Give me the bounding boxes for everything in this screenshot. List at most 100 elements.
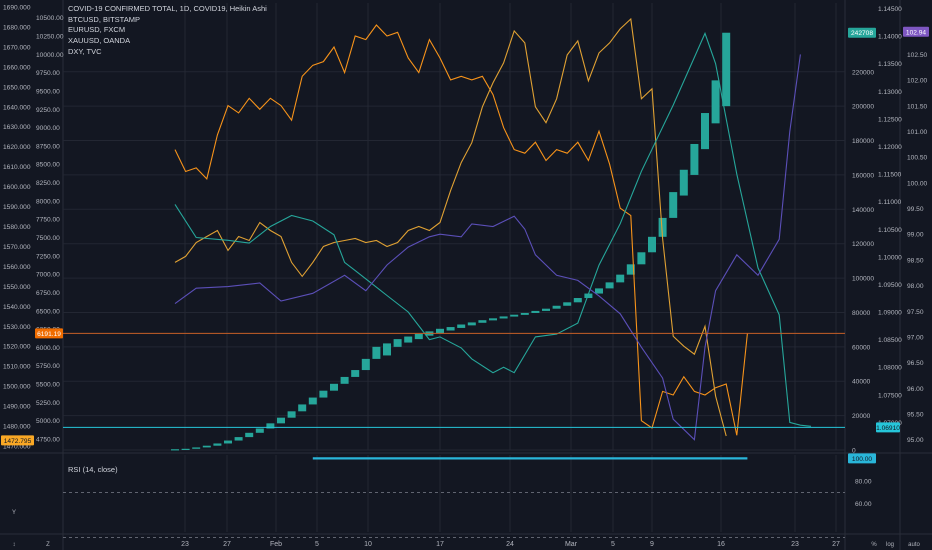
covid-candle <box>584 293 593 299</box>
dxy-axis-label: 99.50 <box>907 206 924 213</box>
btc-axis-label: 5000.00 <box>36 418 60 425</box>
eur-axis-label: 1.08500 <box>878 337 902 344</box>
x-tick-label: 27 <box>832 541 840 548</box>
x-tick-label: 5 <box>315 541 319 548</box>
x-tick-label: Mar <box>565 541 578 548</box>
btc-axis-label: 6000.00 <box>36 345 60 352</box>
covid-axis-label: 120000 <box>852 241 874 248</box>
x-tick-label: 27 <box>223 541 231 548</box>
covid-candle <box>436 328 444 334</box>
covid-candle <box>255 428 264 433</box>
y-icon: Y <box>12 510 16 516</box>
covid-candle <box>234 437 243 441</box>
covid-candle <box>658 217 667 237</box>
xau-axis-label: 1660.000 <box>3 64 31 71</box>
dxy-axis-label: 102.00 <box>907 78 928 85</box>
covid-candle <box>722 32 731 107</box>
eurusd-line <box>174 31 812 427</box>
xau-axis-label: 1680.000 <box>3 24 31 31</box>
covid-candle <box>595 288 603 294</box>
x-tick-label: 5 <box>611 541 615 548</box>
covid-axis-label: 40000 <box>852 379 871 386</box>
rsi-axis-label: 60.00 <box>855 501 872 508</box>
btc-axis-label: 8000.00 <box>36 198 60 205</box>
xau-axis-label: 1490.000 <box>3 404 31 411</box>
covid-candle <box>605 282 614 289</box>
dxy-line <box>174 54 801 441</box>
eur-axis-label: 1.09500 <box>878 282 902 289</box>
dxy-axis-label: 95.00 <box>907 437 924 444</box>
btc-axis-label: 9750.00 <box>36 70 60 77</box>
covid-candle <box>626 264 635 275</box>
covid-axis-label: 160000 <box>852 172 874 179</box>
rsi-axis-label: 80.00 <box>855 479 872 486</box>
dxy-axis-label: 100.50 <box>907 155 928 162</box>
dxy-last-marker-text: 102.94 <box>906 29 927 36</box>
covid-candle <box>690 143 699 175</box>
x-tick-label: 23 <box>791 541 799 548</box>
covid-candle <box>213 443 222 446</box>
btc-axis-label: 5250.00 <box>36 400 60 407</box>
xauusd-line <box>174 17 727 437</box>
dxy-axis-label: 100.00 <box>907 180 928 187</box>
btc-axis-label: 8750.00 <box>36 143 60 150</box>
xau-axis-label: 1510.000 <box>3 364 31 371</box>
x-tick-label: 16 <box>717 541 725 548</box>
legend-eurusd: EURUSD, FXCM <box>68 25 126 35</box>
covid-candle <box>330 383 338 391</box>
covid-candle <box>266 423 275 429</box>
covid-axis-label: 200000 <box>852 104 874 111</box>
auto-icon: auto <box>908 542 920 548</box>
eur-axis-label: 1.13000 <box>878 89 902 96</box>
covid-last-marker-text: 242708 <box>851 30 873 37</box>
btc-axis-label: 10250.00 <box>36 33 64 40</box>
eur-axis-label: 1.10000 <box>878 254 902 261</box>
dxy-axis-label: 98.00 <box>907 283 924 290</box>
covid-candle <box>467 322 476 326</box>
xau-axis-label: 1640.000 <box>3 104 31 111</box>
xau-axis-label: 1670.000 <box>3 44 31 51</box>
dxy-axis-label: 96.50 <box>907 360 924 367</box>
btc-axis-label: 8500.00 <box>36 162 60 169</box>
covid-candle <box>499 316 508 319</box>
dxy-last-marker <box>903 26 929 37</box>
eur-axis-label: 1.08000 <box>878 365 902 372</box>
covid-candle <box>319 390 328 398</box>
axes: 23 27 Feb 5 10 17 24 Mar 5 9 16 23 27 4750.00 5000.00 5… <box>1 4 929 548</box>
covid-axis-label: 60000 <box>852 344 871 351</box>
scale-icon: ↕ <box>13 542 16 548</box>
dxy-axis-label: 98.50 <box>907 257 924 264</box>
xau-axis-label: 1530.000 <box>3 324 31 331</box>
xau-last-marker <box>1 435 34 446</box>
covid-axis-label: 100000 <box>852 276 874 283</box>
xau-axis-label: 1610.000 <box>3 164 31 171</box>
btc-axis-label: 7750.00 <box>36 217 60 224</box>
eur-last-marker-text: 1.06910 <box>876 425 900 432</box>
covid-candle <box>669 192 678 218</box>
xau-axis-label: 1630.000 <box>3 124 31 131</box>
covid-candle <box>404 336 413 343</box>
series-legend: COVID-19 CONFIRMED TOTAL, 1D, COVID19, H… <box>68 4 267 58</box>
covid-candle <box>181 448 190 450</box>
covid-candle <box>457 324 466 328</box>
btc-axis-label: 7250.00 <box>36 253 60 260</box>
eur-axis-label: 1.12000 <box>878 144 902 151</box>
covid-candle <box>446 327 455 331</box>
btc-axis-label: 6750.00 <box>36 290 60 297</box>
btc-axis-label: 4750.00 <box>36 437 60 444</box>
eur-axis-label: 1.09000 <box>878 310 902 317</box>
btc-axis-label: 9000.00 <box>36 125 60 132</box>
covid-candle <box>552 305 561 309</box>
covid-candle <box>414 333 423 340</box>
xau-axis-label: 1480.000 <box>3 424 31 431</box>
covid-axis-label: 0 <box>852 448 856 455</box>
x-tick-label: 23 <box>181 541 189 548</box>
dxy-axis-label: 102.50 <box>907 52 928 59</box>
covid-candle <box>351 370 360 377</box>
btc-axis-label: 8250.00 <box>36 180 60 187</box>
xau-axis-label: 1600.000 <box>3 184 31 191</box>
btc-axis-label: 5500.00 <box>36 382 60 389</box>
covid-candle <box>701 113 709 150</box>
covid-candle <box>616 274 625 283</box>
